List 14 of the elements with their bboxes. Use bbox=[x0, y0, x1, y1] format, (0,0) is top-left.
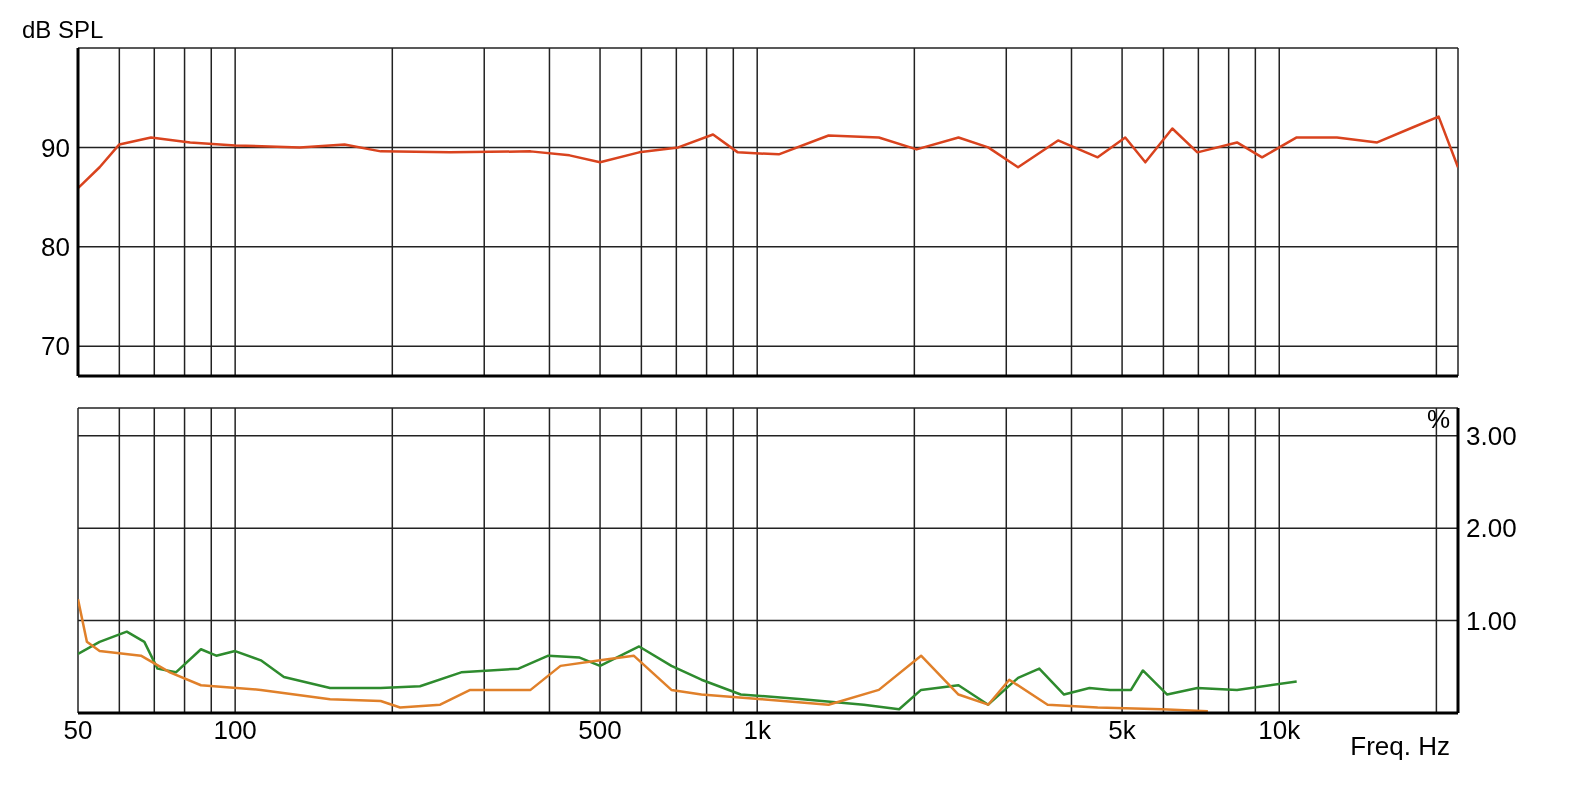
y2-tick-label: 3.00 bbox=[1466, 420, 1517, 451]
y2-tick-label: 2.00 bbox=[1466, 513, 1517, 544]
y-tick-label: 70 bbox=[41, 331, 70, 362]
x-tick-label: 1k bbox=[743, 715, 772, 746]
x-axis-title: Freq. Hz bbox=[1350, 731, 1450, 761]
x-tick-label: 500 bbox=[578, 715, 622, 746]
x-tick-label: 100 bbox=[213, 715, 257, 746]
y2-tick-label: 1.00 bbox=[1466, 605, 1517, 636]
y-axis-title: dB SPL bbox=[22, 16, 104, 43]
y-tick-label: 80 bbox=[41, 232, 70, 263]
x-tick-label: 50 bbox=[63, 715, 93, 746]
y-tick-label: 90 bbox=[41, 132, 70, 163]
x-tick-label: 10k bbox=[1258, 715, 1302, 746]
x-tick-label: 5k bbox=[1108, 715, 1137, 746]
